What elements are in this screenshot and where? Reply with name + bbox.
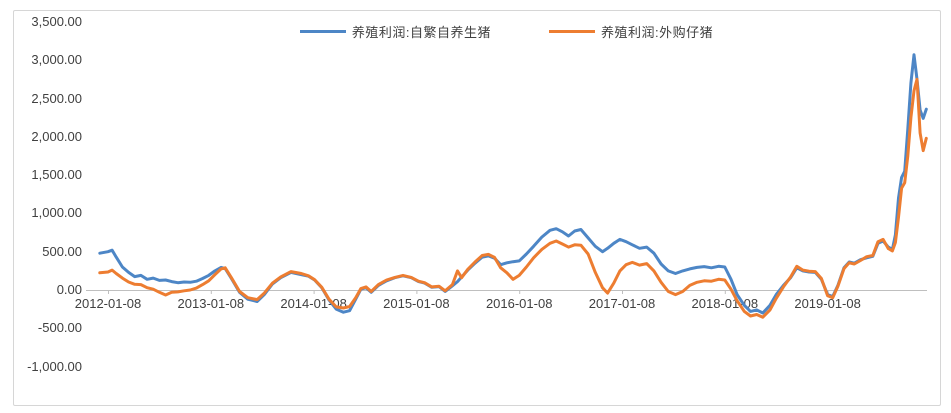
y-axis-label: 1,000.00	[31, 205, 82, 221]
series-line-0	[98, 53, 928, 315]
legend: 养殖利润:自繁自养生猪 养殖利润:外购仔猪	[86, 22, 927, 41]
x-axis-label: 2019-01-08	[794, 296, 861, 311]
y-axis-label: 2,500.00	[31, 90, 82, 106]
series-line-1	[98, 77, 928, 319]
y-axis-label: 1,500.00	[31, 167, 82, 183]
y-axis-label: -1,000.00	[27, 358, 82, 374]
x-axis-label: 2017-01-08	[588, 296, 656, 311]
y-axis-label: 3,000.00	[31, 52, 82, 68]
legend-line-swatch-orange	[549, 30, 595, 33]
x-axis-label: 2015-01-08	[383, 296, 450, 311]
x-axis-label: 2016-01-08	[485, 296, 553, 311]
legend-item-purchased-piglet: 养殖利润:外购仔猪	[549, 22, 713, 41]
legend-item-self-bred: 养殖利润:自繁自养生猪	[299, 22, 491, 41]
y-axis-label: 3,500.00	[31, 13, 82, 29]
legend-line-swatch-blue	[299, 30, 346, 33]
y-axis-label: 2,000.00	[31, 128, 82, 144]
x-axis-label: 2012-01-08	[74, 296, 142, 311]
y-axis-label: 0.00	[56, 282, 82, 297]
y-axis-label: 500.00	[42, 243, 82, 259]
x-axis-label: 2013-01-08	[177, 296, 245, 311]
legend-label-self-bred: 养殖利润:自繁自养生猪	[351, 25, 491, 40]
legend-label-purchased-piglet: 养殖利润:外购仔猪	[601, 25, 714, 40]
y-axis-label: -500.00	[37, 320, 82, 336]
